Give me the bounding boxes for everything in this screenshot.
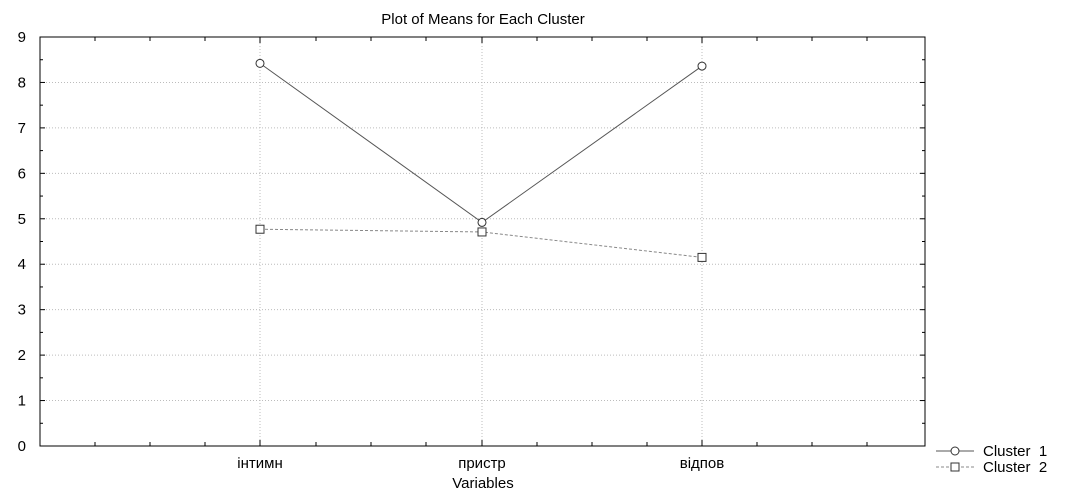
legend-label: Cluster 2 [983, 459, 1047, 476]
data-point-circle [255, 58, 265, 68]
x-tick-label: пристр [458, 455, 506, 472]
data-point-square [477, 227, 487, 237]
y-tick-label: 9 [18, 29, 26, 46]
y-tick-label: 2 [18, 347, 26, 364]
tick-layer: 0 1 2 3 4 5 6 7 8 9 інтимн пристр відпов [18, 29, 926, 472]
y-tick-label: 6 [18, 165, 26, 182]
data-point-square [697, 252, 707, 262]
y-tick-label: 0 [18, 438, 26, 455]
legend-marker-circle [950, 446, 960, 456]
data-point-circle [697, 61, 707, 71]
x-tick-label: відпов [680, 455, 725, 472]
y-tick-label: 7 [18, 120, 26, 137]
grid-layer [40, 37, 925, 446]
data-point-circle [477, 217, 487, 227]
legend-label: Cluster 1 [983, 443, 1047, 460]
series-layer [255, 58, 707, 262]
x-tick-label: інтимн [237, 455, 282, 472]
y-tick-label: 4 [18, 256, 26, 273]
y-tick-label: 3 [18, 302, 26, 319]
y-tick-label: 1 [18, 393, 26, 410]
series-1 [255, 58, 707, 227]
data-point-square [255, 224, 265, 234]
series-2 [255, 224, 707, 262]
chart-title: Plot of Means for Each Cluster [381, 11, 584, 28]
y-tick-label: 8 [18, 74, 26, 91]
y-tick-label: 5 [18, 211, 26, 228]
x-axis-label: Variables [452, 475, 513, 488]
legend-marker-square [950, 462, 960, 472]
